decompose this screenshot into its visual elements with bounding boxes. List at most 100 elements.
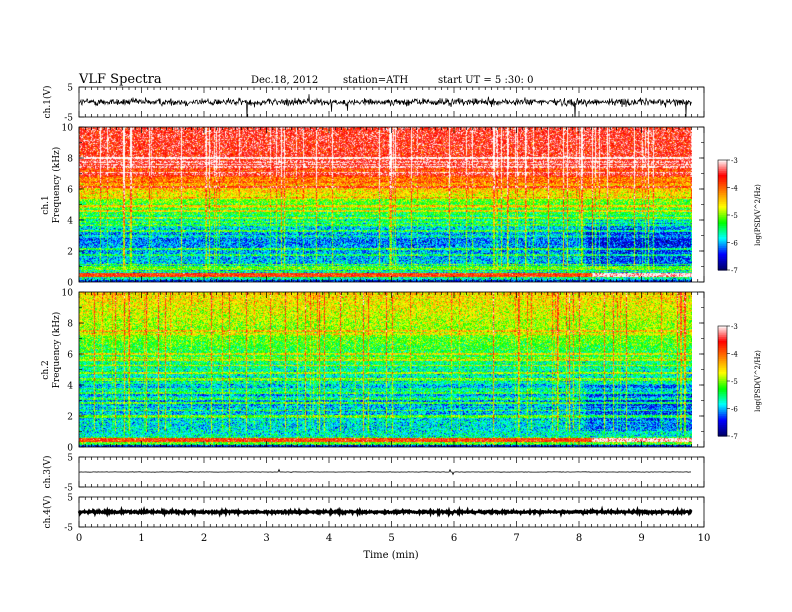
y-tick-label: 6 <box>67 351 73 361</box>
colorbar-cell <box>718 421 727 424</box>
colorbar-cell <box>718 395 727 399</box>
colorbar-cell <box>718 388 727 391</box>
colorbar-cell <box>718 373 727 377</box>
ch1-ylabel: ch.1(V) <box>42 86 53 119</box>
y-tick-label: 5 <box>67 494 73 504</box>
colorbar-cell <box>718 227 727 231</box>
ch3-waveform-line <box>78 468 692 476</box>
date-label: Dec.18, 2012 <box>251 75 319 86</box>
colorbar-cell <box>718 264 727 267</box>
colorbar-cell <box>718 392 727 395</box>
colorbar-cell <box>718 426 727 430</box>
colorbar-cell <box>718 353 727 356</box>
colorbar-cell <box>718 209 727 212</box>
colorbar-cell <box>718 342 727 345</box>
colorbar-cell <box>718 390 727 393</box>
colorbar-label: log(PSD(V^2/Hz) <box>754 350 762 412</box>
colorbar-cell <box>718 406 727 410</box>
colorbar-cell <box>718 417 727 421</box>
y-tick-label: -5 <box>64 524 73 534</box>
colorbar-cell <box>718 180 727 183</box>
colorbar-cell <box>718 370 727 373</box>
ch1-waveform-line <box>79 94 692 117</box>
colorbar-cell <box>718 349 727 353</box>
colorbar-cell <box>718 348 727 351</box>
y-tick-label: 6 <box>67 186 73 196</box>
colorbar-cell <box>718 163 727 167</box>
colorbar-cell <box>718 213 727 216</box>
ch4-ylabel: ch.4(V) <box>42 496 53 529</box>
colorbar-cell <box>718 160 727 163</box>
y-tick-label: 4 <box>67 217 73 227</box>
colorbar-cell <box>718 425 727 428</box>
ch2-spectro-ylabel-freq: Frequency (kHz) <box>51 312 62 389</box>
colorbar-cell <box>718 432 727 435</box>
colorbar-cell <box>718 200 727 203</box>
colorbar-cell <box>718 249 727 253</box>
colorbar-cell <box>718 205 727 209</box>
x-tick-label: 6 <box>451 533 457 544</box>
colorbar-cell <box>718 404 727 408</box>
colorbar-cell <box>718 244 727 247</box>
colorbar-cell <box>718 415 727 419</box>
colorbar-cell <box>718 338 727 342</box>
colorbar-cell <box>718 193 727 196</box>
colorbar-cell <box>718 410 727 413</box>
colorbar-cell <box>718 185 727 189</box>
colorbar-cell <box>718 362 727 366</box>
x-tick-label: 2 <box>201 533 207 544</box>
colorbar-tick-label: -4 <box>731 351 738 359</box>
colorbar-cell <box>718 412 727 415</box>
colorbar-cell <box>718 233 727 236</box>
colorbar-cell <box>718 266 727 269</box>
colorbar-cell <box>718 399 727 402</box>
colorbar-cell <box>718 196 727 200</box>
x-tick-label: 3 <box>263 533 269 544</box>
y-tick-label: 8 <box>67 155 73 165</box>
colorbar-cell <box>718 182 727 185</box>
colorbar-cell <box>718 211 727 214</box>
y-tick-label: 8 <box>67 320 73 330</box>
colorbar-cell <box>718 189 727 192</box>
colorbar-tick-label: -4 <box>731 185 738 193</box>
colorbar-cell <box>718 403 727 406</box>
colorbar-cell <box>718 428 727 432</box>
colorbar-cell <box>718 381 727 384</box>
colorbar-cell <box>718 242 727 245</box>
colorbar-cell <box>718 423 727 426</box>
colorbar-cell <box>718 174 727 178</box>
colorbar-cell <box>718 255 727 258</box>
station-label: station=ATH <box>343 75 409 86</box>
colorbar-cell <box>718 268 727 271</box>
chart-title: VLF Spectra <box>79 72 162 87</box>
colorbar-cell <box>718 257 727 260</box>
colorbar-tick-label: -6 <box>731 406 738 414</box>
x-tick-label: 9 <box>638 533 644 544</box>
colorbar-cell <box>718 375 727 378</box>
colorbar-cell <box>718 238 727 242</box>
colorbar-cell <box>718 259 727 262</box>
colorbar-cell <box>718 237 727 240</box>
y-tick-label: -5 <box>64 114 73 124</box>
ch1-spectro-ylabel-freq: Frequency (kHz) <box>51 147 62 224</box>
colorbar-cell <box>718 419 727 422</box>
ch2-spectrogram-image <box>79 292 692 447</box>
colorbar-cell <box>718 355 727 358</box>
colorbar-cell <box>718 260 727 264</box>
x-tick-label: 1 <box>138 533 144 544</box>
colorbar-cell <box>718 248 727 251</box>
colorbar-cell <box>718 171 727 174</box>
colorbar-cell <box>718 235 727 238</box>
colorbar-cell <box>718 165 727 168</box>
colorbar-cell <box>718 183 727 187</box>
colorbar-cell <box>718 202 727 205</box>
ch3-ylabel: ch.3(V) <box>42 456 53 489</box>
y-tick-label: 0 <box>67 279 73 289</box>
colorbar-cell <box>718 218 727 222</box>
colorbar-cell <box>718 351 727 355</box>
colorbar-cell <box>718 178 727 181</box>
colorbar-cell <box>718 393 727 397</box>
colorbar-tick-label: -7 <box>731 433 738 441</box>
colorbar-cell <box>718 327 727 331</box>
